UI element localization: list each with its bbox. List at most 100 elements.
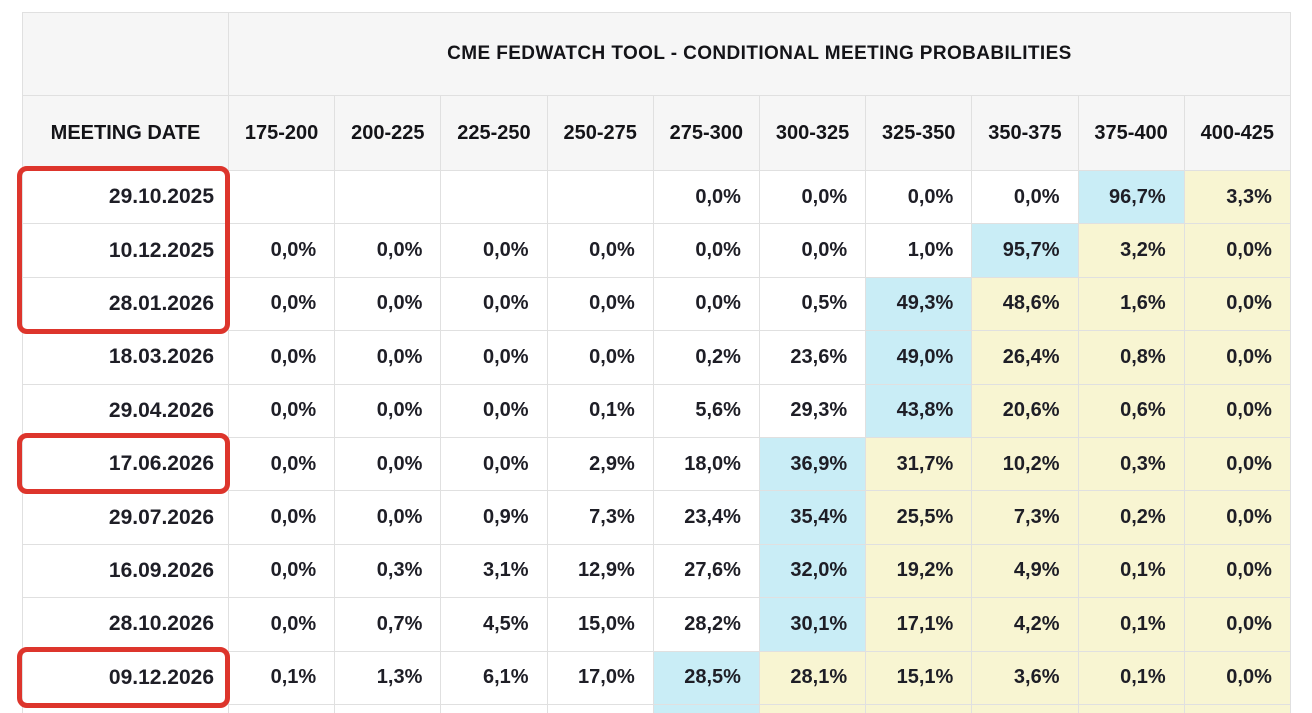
prob-cell: 0,0% xyxy=(335,224,442,278)
prob-cell: 0,0% xyxy=(866,171,973,225)
prob-cell: 28,2% xyxy=(653,598,760,652)
prob-cell: 4,2% xyxy=(972,598,1079,652)
prob-cell: 19,2% xyxy=(866,544,973,599)
prob-cell: 0,3% xyxy=(335,544,442,599)
prob-cell: 0,0% xyxy=(653,171,760,225)
prob-cell: 12,9% xyxy=(547,544,654,599)
date-cell: 28.01.2026 xyxy=(23,277,229,332)
prob-cell: 4,5% xyxy=(441,598,548,652)
table-title: CME FEDWATCH TOOL - CONDITIONAL MEETING … xyxy=(229,13,1291,96)
prob-cell: 48,6% xyxy=(972,277,1079,332)
prob-cell: 2,9% xyxy=(547,437,654,492)
date-cell: 09.12.2026 xyxy=(23,651,229,705)
prob-cell: 0,0% xyxy=(229,437,336,492)
corner-cell xyxy=(23,13,229,96)
prob-cell: 6,1% xyxy=(441,651,548,705)
prob-cell: 0,0% xyxy=(547,277,654,332)
prob-cell: 26,4% xyxy=(972,331,1079,385)
partial-prob-cell xyxy=(759,704,867,713)
prob-cell: 23,6% xyxy=(759,331,867,385)
prob-cell: 0,1% xyxy=(547,384,654,438)
prob-cell: 3,1% xyxy=(441,544,548,599)
prob-cell: 0,6% xyxy=(1078,384,1185,438)
prob-cell: 0,2% xyxy=(653,331,760,385)
partial-prob-cell xyxy=(653,704,760,713)
prob-cell: 0,0% xyxy=(335,491,442,545)
prob-cell: 95,7% xyxy=(972,224,1079,278)
prob-cell: 0,0% xyxy=(335,277,442,332)
partial-prob-cell xyxy=(229,704,336,713)
prob-cell: 0,0% xyxy=(1184,598,1291,652)
date-cell: 29.10.2025 xyxy=(23,171,229,225)
prob-cell: 0,0% xyxy=(1184,224,1291,278)
prob-cell: 0,0% xyxy=(229,277,336,332)
prob-cell: 49,3% xyxy=(866,277,973,332)
rate-header: 225-250 xyxy=(441,96,548,171)
rate-header: 325-350 xyxy=(866,96,973,171)
rate-header: 175-200 xyxy=(229,96,336,171)
meeting-date-header: MEETING DATE xyxy=(23,96,229,171)
date-cell: 29.07.2026 xyxy=(23,491,229,545)
prob-cell: 1,3% xyxy=(335,651,442,705)
prob-cell: 0,0% xyxy=(335,331,442,385)
prob-cell: 17,1% xyxy=(866,598,973,652)
prob-cell: 28,5% xyxy=(653,651,760,705)
prob-cell: 0,0% xyxy=(229,491,336,545)
prob-cell: 0,0% xyxy=(229,224,336,278)
prob-cell: 0,0% xyxy=(759,224,867,278)
prob-cell: 3,2% xyxy=(1078,224,1185,278)
prob-cell: 0,0% xyxy=(441,277,548,332)
prob-cell: 20,6% xyxy=(972,384,1079,438)
prob-cell: 0,0% xyxy=(1184,277,1291,332)
prob-cell: 0,0% xyxy=(229,384,336,438)
prob-cell: 0,0% xyxy=(547,331,654,385)
date-cell: 18.03.2026 xyxy=(23,331,229,385)
date-cell: 29.04.2026 xyxy=(23,384,229,438)
partial-prob-cell xyxy=(441,704,548,713)
prob-cell: 0,0% xyxy=(229,544,336,599)
prob-cell: 0,1% xyxy=(1078,544,1185,599)
prob-cell: 29,3% xyxy=(759,384,867,438)
partial-prob-cell xyxy=(866,704,973,713)
prob-cell: 25,5% xyxy=(866,491,973,545)
prob-cell: 1,0% xyxy=(866,224,973,278)
partial-prob-cell xyxy=(335,704,442,713)
prob-cell: 0,0% xyxy=(441,224,548,278)
prob-cell: 0,0% xyxy=(653,277,760,332)
prob-cell: 15,0% xyxy=(547,598,654,652)
prob-cell xyxy=(335,171,442,225)
rate-header: 250-275 xyxy=(547,96,654,171)
prob-cell: 0,0% xyxy=(229,598,336,652)
partial-prob-cell xyxy=(547,704,654,713)
prob-cell: 4,9% xyxy=(972,544,1079,599)
prob-cell: 0,0% xyxy=(1184,384,1291,438)
rate-header: 200-225 xyxy=(335,96,442,171)
prob-cell: 0,8% xyxy=(1078,331,1185,385)
prob-cell: 7,3% xyxy=(972,491,1079,545)
prob-cell: 43,8% xyxy=(866,384,973,438)
rate-header: 375-400 xyxy=(1078,96,1185,171)
prob-cell: 27,6% xyxy=(653,544,760,599)
prob-cell: 15,1% xyxy=(866,651,973,705)
prob-cell: 0,7% xyxy=(335,598,442,652)
prob-cell xyxy=(229,171,336,225)
prob-cell: 0,0% xyxy=(1184,331,1291,385)
partial-prob-cell xyxy=(972,704,1079,713)
prob-cell: 0,0% xyxy=(335,437,442,492)
partial-date-cell xyxy=(23,704,229,713)
rate-header: 275-300 xyxy=(653,96,760,171)
prob-cell: 0,1% xyxy=(1078,598,1185,652)
prob-cell: 35,4% xyxy=(759,491,867,545)
date-cell: 28.10.2026 xyxy=(23,598,229,652)
prob-cell: 0,0% xyxy=(547,224,654,278)
prob-cell: 10,2% xyxy=(972,437,1079,492)
prob-cell: 17,0% xyxy=(547,651,654,705)
prob-cell: 30,1% xyxy=(759,598,867,652)
prob-cell: 0,0% xyxy=(441,437,548,492)
prob-cell: 18,0% xyxy=(653,437,760,492)
prob-cell: 0,2% xyxy=(1078,491,1185,545)
prob-cell: 0,0% xyxy=(972,171,1079,225)
partial-prob-cell xyxy=(1184,704,1291,713)
prob-cell: 0,0% xyxy=(335,384,442,438)
prob-cell: 5,6% xyxy=(653,384,760,438)
